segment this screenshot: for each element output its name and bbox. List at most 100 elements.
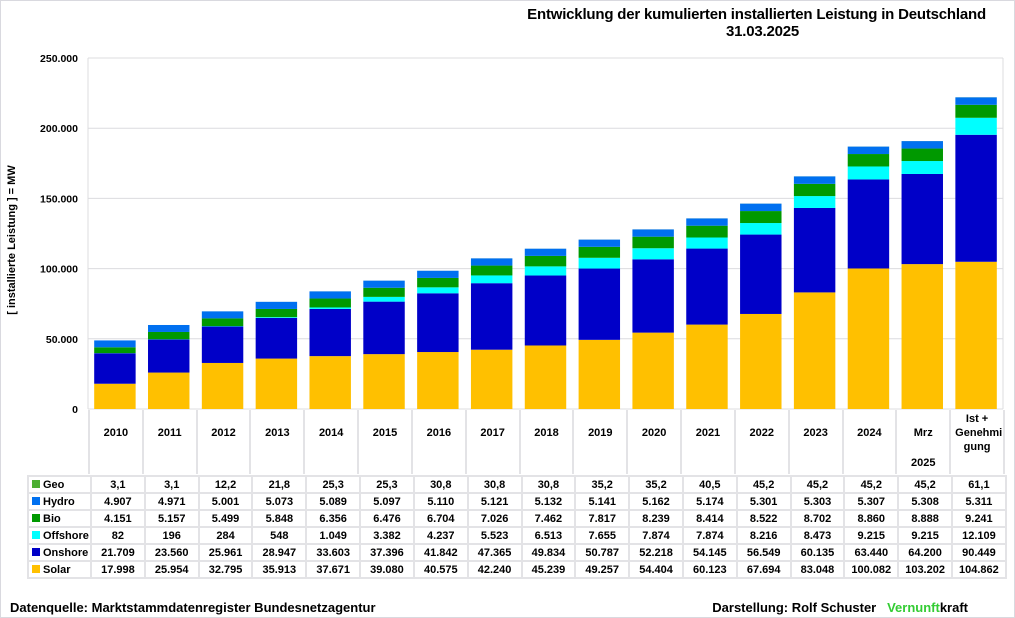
- table-cell: 5.499: [197, 509, 254, 528]
- bar-onshore: [417, 293, 459, 353]
- table-cell: 5.308: [897, 492, 953, 511]
- table-row: Bio 4.151 5.157 5.499 5.848 6.356 6.476 6.704 7.…: [27, 509, 1007, 528]
- y-tick-label: 150.000: [40, 193, 78, 205]
- legend-label: Geo: [43, 478, 65, 491]
- table-cell: 17.998: [90, 560, 146, 579]
- header-border: [1003, 410, 1005, 474]
- bar-bio: [309, 298, 351, 308]
- bar-bio: [94, 347, 136, 354]
- bar-onshore: [632, 259, 674, 333]
- bar-offshore: [901, 161, 943, 174]
- legend-swatch: [32, 479, 40, 488]
- bar-bio: [578, 246, 621, 258]
- bar-hydro: [524, 248, 567, 256]
- bar-solar: [793, 292, 836, 409]
- x-category-label: 2021: [680, 410, 734, 474]
- bar-offshore: [524, 266, 567, 276]
- table-cell: 61,1: [951, 475, 1007, 494]
- table-cell: 40,5: [681, 475, 738, 494]
- author: Darstellung: Rolf Schuster: [712, 600, 877, 615]
- table-cell: 5.157: [143, 509, 200, 528]
- x-category-label: 2015: [357, 410, 411, 474]
- x-category-label-top: 2016: [426, 427, 452, 439]
- x-category-label: 2011: [141, 410, 196, 474]
- table-cell: 54.404: [628, 560, 684, 579]
- legend-label: Offshore: [43, 529, 89, 542]
- x-category-label-top: 2024: [857, 427, 882, 439]
- x-category-label-bottom: 2025: [911, 457, 936, 469]
- table-cell: 8.860: [843, 509, 900, 528]
- x-category-label: 2016: [410, 410, 465, 474]
- legend-swatch: [32, 513, 40, 522]
- table-cell: 47.365: [466, 543, 523, 562]
- table-cell: 12.109: [951, 526, 1007, 545]
- table-cell: 45,2: [897, 475, 953, 494]
- table-cell: 25,3: [359, 475, 415, 494]
- bar-bio: [740, 211, 782, 224]
- bar-solar: [578, 339, 621, 409]
- x-category-label-top: 2023: [803, 427, 828, 439]
- table-cell: 5.073: [251, 492, 308, 511]
- bar-onshore: [740, 234, 782, 314]
- table-cell: 8.702: [789, 509, 846, 528]
- table-cell: 8.473: [789, 526, 846, 545]
- table-cell: 1.049: [305, 526, 362, 545]
- table-cell: 6.476: [359, 509, 415, 528]
- bar-hydro: [417, 270, 459, 278]
- bar-solar: [847, 268, 890, 409]
- table-cell: 60.123: [681, 560, 738, 579]
- table-cell: 5.523: [466, 526, 523, 545]
- chart-title: Entwicklung der kumulierten installierte…: [0, 6, 1015, 40]
- table-cell: 7.874: [681, 526, 738, 545]
- table-cell: 45.239: [520, 560, 577, 579]
- table-cell: 50.787: [574, 543, 631, 562]
- bar-hydro: [148, 324, 190, 332]
- bar-onshore: [470, 283, 513, 350]
- bar-bio: [201, 318, 244, 327]
- table-cell: 21.709: [90, 543, 146, 562]
- table-row: Onshore 21.709 23.560 25.961 28.947 33.603 37.…: [27, 543, 1007, 562]
- bar-offshore: [470, 275, 513, 284]
- table-cell: 3,1: [143, 475, 200, 494]
- table-cell: 5.311: [951, 492, 1007, 511]
- legend-swatch: [32, 530, 40, 539]
- table-cell: 5.132: [520, 492, 577, 511]
- table-cell: 6.356: [305, 509, 362, 528]
- bar-onshore: [309, 308, 351, 357]
- table-cell: 104.862: [951, 560, 1007, 579]
- table-cell: 3.382: [359, 526, 415, 545]
- chart-title-text: Entwicklung der kumulierten installierte…: [527, 6, 986, 23]
- legend-entry: Offshore: [27, 526, 92, 545]
- table-cell: 67.694: [735, 560, 792, 579]
- x-category-label-top: 2010: [103, 427, 129, 439]
- bar-bio: [524, 255, 567, 267]
- bar-offshore: [417, 287, 459, 294]
- table-cell: 45,2: [789, 475, 846, 494]
- bar-onshore: [201, 326, 244, 363]
- x-category-label: 2013: [249, 410, 303, 474]
- bar-hydro: [686, 218, 728, 226]
- bar-bio: [363, 287, 405, 297]
- bar-solar: [955, 261, 997, 409]
- table-cell: 45,2: [735, 475, 792, 494]
- table-row: Solar 17.998 25.954 32.795 35.913 37.671 39.08…: [27, 560, 1007, 579]
- x-category-label-top: 2014: [318, 427, 344, 439]
- bar-bio: [955, 104, 997, 118]
- x-category-label-top: 2021: [695, 427, 721, 439]
- table-cell: 45,2: [843, 475, 900, 494]
- legend-entry: Onshore: [27, 543, 92, 562]
- bar-onshore: [148, 339, 190, 373]
- bar-onshore: [94, 353, 136, 384]
- bar-offshore: [632, 248, 674, 260]
- table-cell: 30,8: [520, 475, 577, 494]
- x-category-label-top: 2018: [534, 427, 559, 439]
- table-cell: 39.080: [359, 560, 415, 579]
- table-cell: 9.215: [897, 526, 953, 545]
- table-cell: 6.704: [412, 509, 469, 528]
- table-cell: 548: [251, 526, 308, 545]
- table-cell: 82: [90, 526, 146, 545]
- bar-onshore: [793, 207, 836, 293]
- table-cell: 83.048: [789, 560, 846, 579]
- table-cell: 7.026: [466, 509, 523, 528]
- bar-bio: [417, 277, 459, 288]
